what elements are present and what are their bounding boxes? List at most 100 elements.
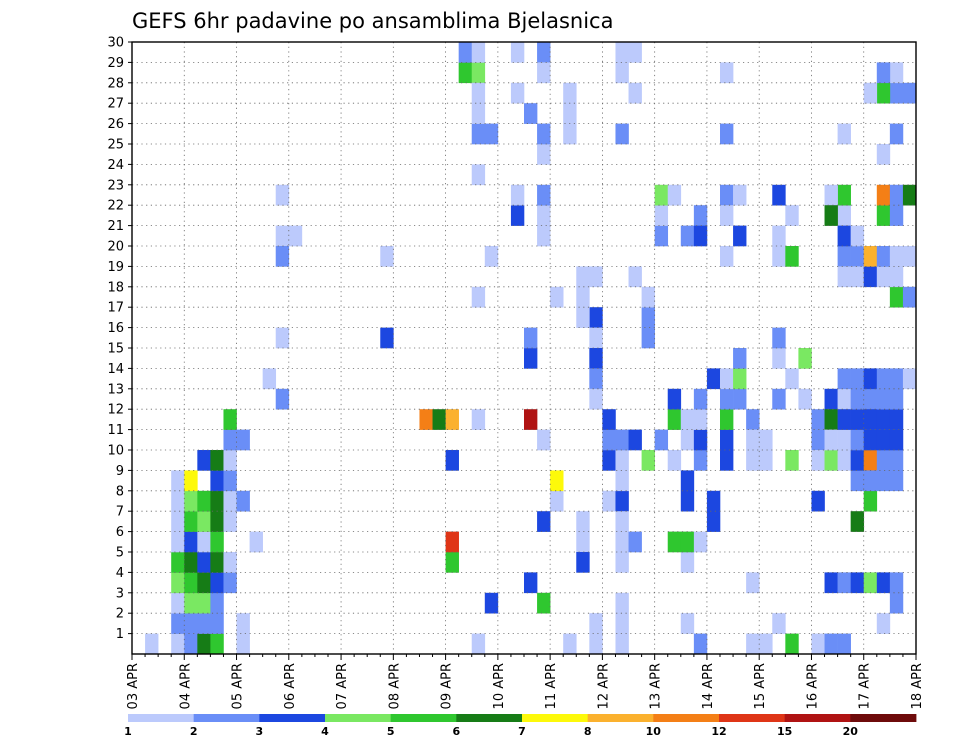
heatmap-cell (563, 633, 577, 655)
heatmap-cell (471, 103, 486, 124)
heatmap-cell (876, 82, 891, 104)
heatmap-cell (680, 613, 695, 634)
heatmap-cell (693, 633, 708, 655)
heatmap-cell (471, 409, 486, 430)
heatmap-cell (680, 531, 695, 553)
colorbar-label: 2 (190, 725, 198, 738)
heatmap-cell (876, 184, 891, 206)
heatmap-cell (445, 552, 459, 573)
heatmap-cell (184, 633, 198, 655)
heatmap-cell (850, 246, 865, 267)
heatmap-cell (537, 225, 551, 247)
heatmap-cell (510, 82, 525, 104)
heatmap-cell (223, 470, 237, 492)
heatmap-cell (210, 552, 224, 573)
heatmap-cell (589, 266, 603, 288)
heatmap-cell (746, 633, 760, 655)
heatmap-cell (249, 531, 263, 553)
heatmap-cell (837, 266, 851, 288)
y-tick-label: 21 (107, 219, 124, 234)
heatmap-cell (589, 633, 603, 655)
heatmap-cell (693, 429, 708, 451)
heatmap-cell (223, 552, 237, 573)
heatmap-cell (602, 490, 616, 512)
y-tick-label: 26 (107, 117, 124, 132)
heatmap-cell (197, 572, 211, 594)
heatmap-cell (811, 409, 825, 430)
heatmap-cell (576, 531, 590, 553)
heatmap-cell (484, 592, 499, 614)
heatmap-cell (889, 184, 904, 206)
heatmap-cell (863, 246, 878, 267)
heatmap-cell (510, 42, 525, 63)
y-tick-label: 14 (107, 362, 124, 377)
heatmap-cell (876, 429, 891, 451)
heatmap-cell (628, 531, 642, 553)
heatmap-cell (824, 388, 838, 410)
heatmap-cell (720, 429, 734, 451)
heatmap-cell (484, 123, 499, 145)
heatmap-cell (902, 184, 917, 206)
heatmap-cell (850, 388, 865, 410)
heatmap-cell (837, 572, 851, 594)
heatmap-cell (785, 205, 799, 226)
heatmap-cell (667, 184, 682, 206)
heatmap-cell (471, 82, 486, 104)
y-tick-label: 29 (107, 56, 124, 71)
heatmap-cell (197, 552, 211, 573)
heatmap-cell (654, 429, 669, 451)
heatmap-cell (772, 184, 786, 206)
heatmap-cell (811, 490, 825, 512)
heatmap-cell (811, 633, 825, 655)
heatmap-cell (419, 409, 433, 430)
heatmap-cell (733, 225, 747, 247)
heatmap-cell (171, 613, 185, 634)
y-tick-label: 3 (116, 586, 124, 601)
x-tick-label: 18 APR (910, 663, 925, 709)
heatmap-cell (720, 62, 734, 84)
x-tick-label: 15 APR (753, 663, 768, 709)
heatmap-cell (889, 368, 904, 390)
y-tick-label: 28 (107, 76, 124, 91)
x-tick-label: 13 APR (649, 663, 664, 709)
heatmap-cell (746, 409, 760, 430)
y-tick-label: 24 (107, 158, 124, 173)
heatmap-cell (628, 429, 642, 451)
heatmap-cell (210, 470, 224, 492)
heatmap-cell (693, 409, 708, 430)
heatmap-cell (471, 42, 486, 63)
y-tick-label: 11 (107, 423, 124, 438)
heatmap-cell (889, 388, 904, 410)
colorbar-swatch (128, 714, 195, 722)
heatmap-cell (537, 123, 551, 145)
heatmap-cell (550, 470, 564, 492)
heatmap-cell (889, 286, 904, 308)
x-tick-label: 11 APR (544, 663, 559, 709)
heatmap-cell (615, 552, 629, 573)
heatmap-cell (197, 633, 211, 655)
heatmap-cells (145, 42, 917, 655)
heatmap-cell (876, 470, 891, 492)
heatmap-cell (223, 450, 237, 471)
heatmap-cell (602, 429, 616, 451)
colorbar-label: 8 (584, 725, 592, 738)
heatmap-cell (184, 490, 198, 512)
colorbar-swatch (653, 714, 720, 722)
y-tick-label: 16 (107, 321, 124, 336)
heatmap-cell (654, 184, 669, 206)
heatmap-cell (772, 225, 786, 247)
heatmap-cell (863, 450, 878, 471)
heatmap-cell (746, 572, 760, 594)
heatmap-cell (902, 286, 917, 308)
heatmap-cell (210, 511, 224, 532)
heatmap-cell (876, 246, 891, 267)
colorbar-label: 10 (646, 725, 662, 738)
heatmap-cell (223, 409, 237, 430)
colorbar-label: 12 (711, 725, 726, 738)
heatmap-cell (471, 633, 486, 655)
heatmap-cell (210, 450, 224, 471)
heatmap-cell (667, 450, 682, 471)
y-tick-label: 1 (116, 627, 124, 642)
y-tick-label: 7 (116, 505, 124, 520)
